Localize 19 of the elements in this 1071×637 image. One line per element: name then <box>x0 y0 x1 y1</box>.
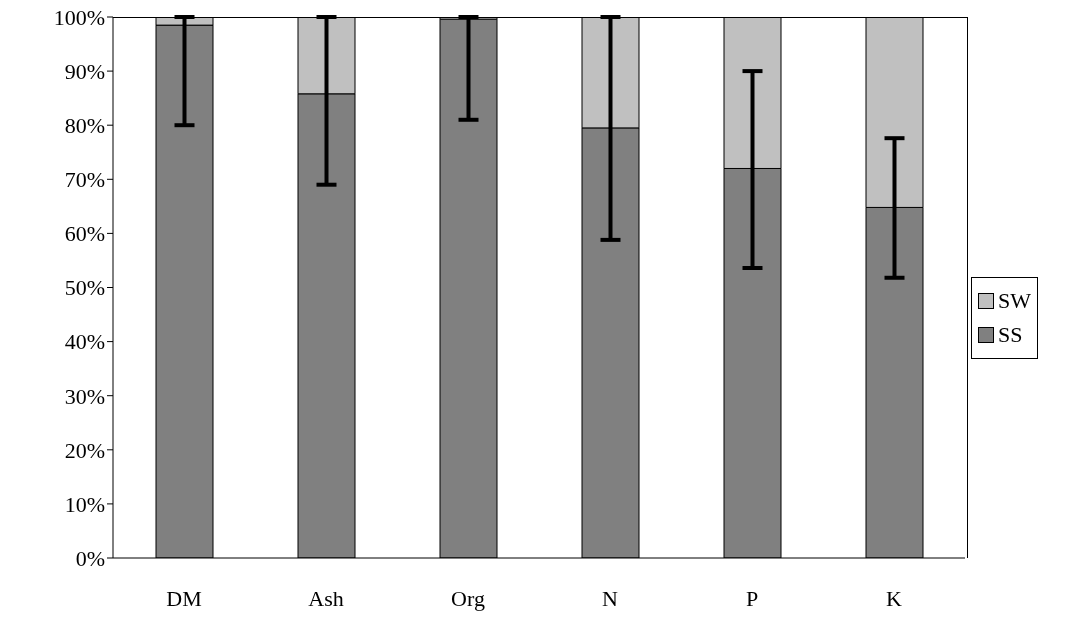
y-tick-label: 50% <box>64 275 105 301</box>
y-tick-label: 90% <box>64 58 105 84</box>
y-tick-label: 20% <box>64 437 105 463</box>
x-tick-label: DM <box>166 585 202 611</box>
y-tick-label: 10% <box>64 491 105 517</box>
y-tick-label: 70% <box>64 167 105 193</box>
legend-label: SW <box>998 287 1031 315</box>
y-tick-label: 100% <box>53 4 105 30</box>
y-tick-label: 80% <box>64 113 105 139</box>
x-tick-label: P <box>745 585 759 611</box>
x-tick-label: K <box>886 585 903 611</box>
x-tick-label: Ash <box>308 585 344 611</box>
y-tick-label: 40% <box>64 329 105 355</box>
x-tick-label: N <box>602 585 619 611</box>
x-tick-label: Org <box>451 585 485 611</box>
y-tick-label: 60% <box>64 221 105 247</box>
y-tick-label: 30% <box>64 383 105 409</box>
legend-label: SS <box>998 321 1023 349</box>
y-tick-label: 0% <box>75 545 105 571</box>
